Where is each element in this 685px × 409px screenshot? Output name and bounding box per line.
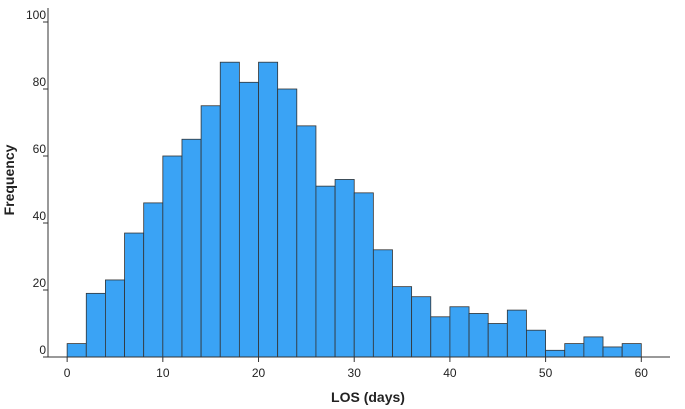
y-tick-label: 0: [39, 343, 46, 357]
histogram-bar: [66, 343, 87, 358]
y-tick-label: 100: [26, 8, 46, 22]
x-tick-label: 20: [252, 366, 266, 380]
y-axis-ticks: 0 20 40 60 80 100: [26, 8, 48, 358]
histogram-bar: [602, 346, 623, 358]
y-axis-title: Frequency: [1, 144, 17, 215]
y-tick-label: 40: [33, 209, 47, 223]
x-tick-label: 40: [443, 366, 457, 380]
histogram-bar: [621, 343, 642, 358]
x-axis-ticks: 0 10 20 30 40 50 60: [64, 357, 648, 380]
histogram-bar: [277, 88, 298, 358]
histogram-bar: [143, 202, 164, 358]
y-tick-label: 80: [33, 75, 47, 89]
histogram-bar: [162, 155, 183, 358]
bars-group: [66, 61, 642, 358]
x-tick-label: 30: [348, 366, 362, 380]
histogram-bar: [334, 179, 355, 358]
histogram-bar: [545, 349, 566, 358]
y-tick-label: 60: [33, 142, 47, 156]
x-axis-title: LOS (days): [331, 389, 405, 405]
histogram-bar: [506, 309, 527, 358]
x-tick-label: 50: [539, 366, 553, 380]
histogram-bar: [200, 105, 221, 358]
histogram-bar: [372, 249, 393, 358]
histogram-bar: [564, 343, 585, 358]
histogram-bar: [526, 329, 547, 358]
histogram-bar: [258, 61, 279, 358]
histogram-bar: [181, 138, 202, 358]
histogram-bar: [315, 185, 336, 358]
histogram-bar: [296, 125, 317, 358]
y-tick-label: 20: [33, 276, 47, 290]
histogram-bar: [583, 336, 604, 358]
histogram-bar: [487, 323, 508, 358]
x-tick-label: 60: [635, 366, 649, 380]
histogram-bar: [468, 313, 489, 358]
histogram-bar: [238, 81, 259, 358]
histogram-bar: [430, 316, 451, 358]
x-tick-label: 10: [156, 366, 170, 380]
x-tick-label: 0: [64, 366, 71, 380]
histogram-bar: [353, 192, 374, 358]
histogram-bar: [411, 296, 432, 358]
histogram-bar: [392, 286, 413, 358]
histogram-bar: [124, 232, 145, 358]
histogram-bar: [449, 306, 470, 358]
histogram-bar: [85, 292, 106, 358]
histogram-bar: [105, 279, 125, 358]
histogram-bar: [219, 61, 240, 358]
